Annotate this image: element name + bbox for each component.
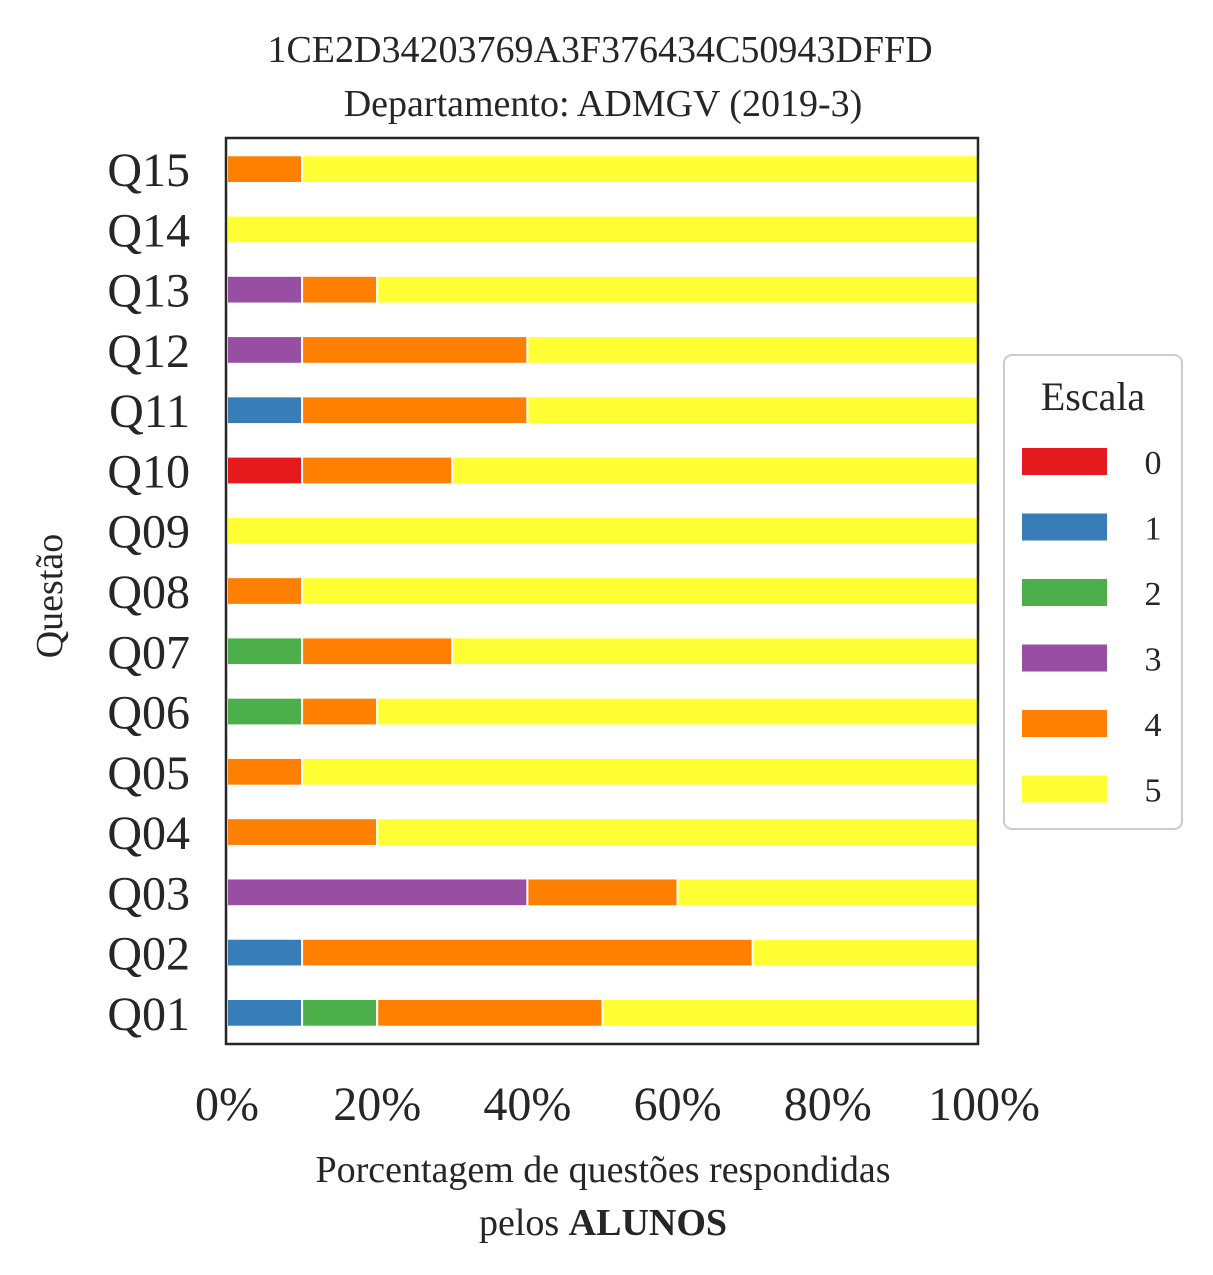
plot-frame	[224, 136, 980, 1046]
bar-q13-scale-4	[301, 274, 379, 305]
bar-q12-scale-3	[226, 335, 304, 365]
x-tick-label-40: 40%	[483, 1078, 571, 1131]
bar-q10-scale-5	[451, 455, 979, 486]
y-tick-label-q10: Q10	[107, 445, 190, 498]
x-tick-label-80: 80%	[784, 1078, 872, 1131]
bar-q14-scale-5	[226, 214, 979, 245]
x-tick-label-20: 20%	[333, 1078, 421, 1131]
y-tick-label-q12: Q12	[107, 325, 190, 378]
x-axis-label-bold: ALUNOS	[569, 1202, 727, 1244]
bar-q04-scale-4	[226, 817, 379, 847]
legend-swatch-0	[1022, 448, 1107, 475]
x-tick-label-0: 0%	[195, 1078, 259, 1131]
y-axis-label: Questão	[29, 534, 71, 659]
bar-q07-scale-2	[226, 636, 304, 667]
bar-q12-scale-4	[301, 335, 529, 365]
y-tick-label-q06: Q06	[107, 687, 190, 740]
bar-q12-scale-5	[526, 335, 980, 365]
bar-q02-scale-1	[226, 937, 304, 968]
legend-title: Escala	[1041, 374, 1146, 419]
bar-q11-scale-5	[526, 395, 980, 426]
x-axis-label-normal: pelos	[479, 1202, 569, 1244]
bar-q15-scale-4	[226, 154, 304, 184]
legend-swatch-4	[1022, 710, 1107, 737]
bar-q06-scale-4	[301, 696, 379, 727]
y-tick-label-q03: Q03	[107, 867, 190, 920]
y-tick-label-q11: Q11	[109, 385, 190, 438]
bars-group	[226, 154, 980, 1028]
bar-q01-scale-2	[301, 998, 379, 1028]
bar-q04-scale-5	[376, 817, 979, 847]
x-tick-label-100: 100%	[928, 1078, 1040, 1131]
y-tick-label-q09: Q09	[107, 506, 190, 559]
y-tick-label-q13: Q13	[107, 265, 190, 318]
bar-q15-scale-5	[301, 154, 980, 184]
bar-q13-scale-5	[376, 274, 979, 305]
y-tick-label-q04: Q04	[107, 807, 190, 860]
bar-q06-scale-2	[226, 696, 304, 727]
x-axis-label-line2: pelos ALUNOS	[479, 1202, 727, 1244]
bar-q05-scale-5	[301, 756, 980, 787]
legend-swatch-1	[1022, 513, 1107, 541]
legend-swatch-2	[1022, 579, 1107, 606]
legend-label-5: 5	[1145, 773, 1162, 810]
bar-q03-scale-5	[676, 877, 979, 908]
legend: Escala 0 1 2 3 4 5	[1003, 354, 1183, 830]
legend-label-4: 4	[1145, 707, 1162, 744]
y-tick-label-q02: Q02	[107, 928, 190, 981]
bar-q13-scale-3	[226, 274, 304, 305]
y-tick-label-q14: Q14	[107, 204, 190, 257]
bar-q08-scale-4	[226, 576, 304, 606]
bar-q07-scale-4	[301, 636, 454, 667]
y-tick-labels: Q01 Q02 Q03 Q04 Q05 Q06 Q07 Q08 Q09 Q10 Q11 Q12 Q13 Q…	[107, 144, 190, 1041]
chart-title-line2: Departamento: ADMGV (2019-3)	[344, 83, 863, 125]
y-tick-label-q01: Q01	[107, 988, 190, 1041]
legend-label-3: 3	[1145, 642, 1162, 679]
y-tick-label-q05: Q05	[107, 747, 190, 800]
bar-q03-scale-3	[226, 877, 529, 908]
chart-title-line1: 1CE2D34203769A3F376434C50943DFFD	[267, 29, 932, 71]
y-tick-label-q08: Q08	[107, 566, 190, 619]
bar-q08-scale-5	[301, 576, 980, 606]
y-tick-label-q07: Q07	[107, 626, 190, 679]
legend-items: 0 1 2 3 4 5	[1022, 445, 1162, 810]
bar-q10-scale-4	[301, 455, 454, 486]
legend-swatch-5	[1022, 775, 1107, 803]
bar-q02-scale-5	[751, 937, 980, 968]
bar-q01-scale-1	[226, 998, 304, 1028]
bar-q01-scale-4	[376, 998, 604, 1028]
bar-q07-scale-5	[451, 636, 979, 667]
legend-label-0: 0	[1145, 445, 1162, 482]
legend-label-1: 1	[1145, 511, 1162, 548]
y-tick-label-q15: Q15	[107, 144, 190, 197]
bar-q11-scale-4	[301, 395, 529, 426]
bar-q02-scale-4	[301, 937, 754, 968]
bar-q06-scale-5	[376, 696, 979, 727]
bar-q01-scale-5	[601, 998, 979, 1028]
x-tick-labels: 0% 20% 40% 60% 80% 100%	[195, 1078, 1040, 1131]
bar-q09-scale-5	[226, 515, 979, 546]
bar-q10-scale-0	[226, 455, 304, 486]
x-tick-label-60: 60%	[634, 1078, 722, 1131]
legend-swatch-3	[1022, 644, 1107, 672]
x-axis-label-line1: Porcentagem de questões respondidas	[315, 1149, 890, 1191]
bar-q11-scale-1	[226, 395, 304, 426]
legend-label-2: 2	[1145, 576, 1162, 613]
bar-q05-scale-4	[226, 756, 304, 787]
bar-q03-scale-4	[526, 877, 679, 908]
